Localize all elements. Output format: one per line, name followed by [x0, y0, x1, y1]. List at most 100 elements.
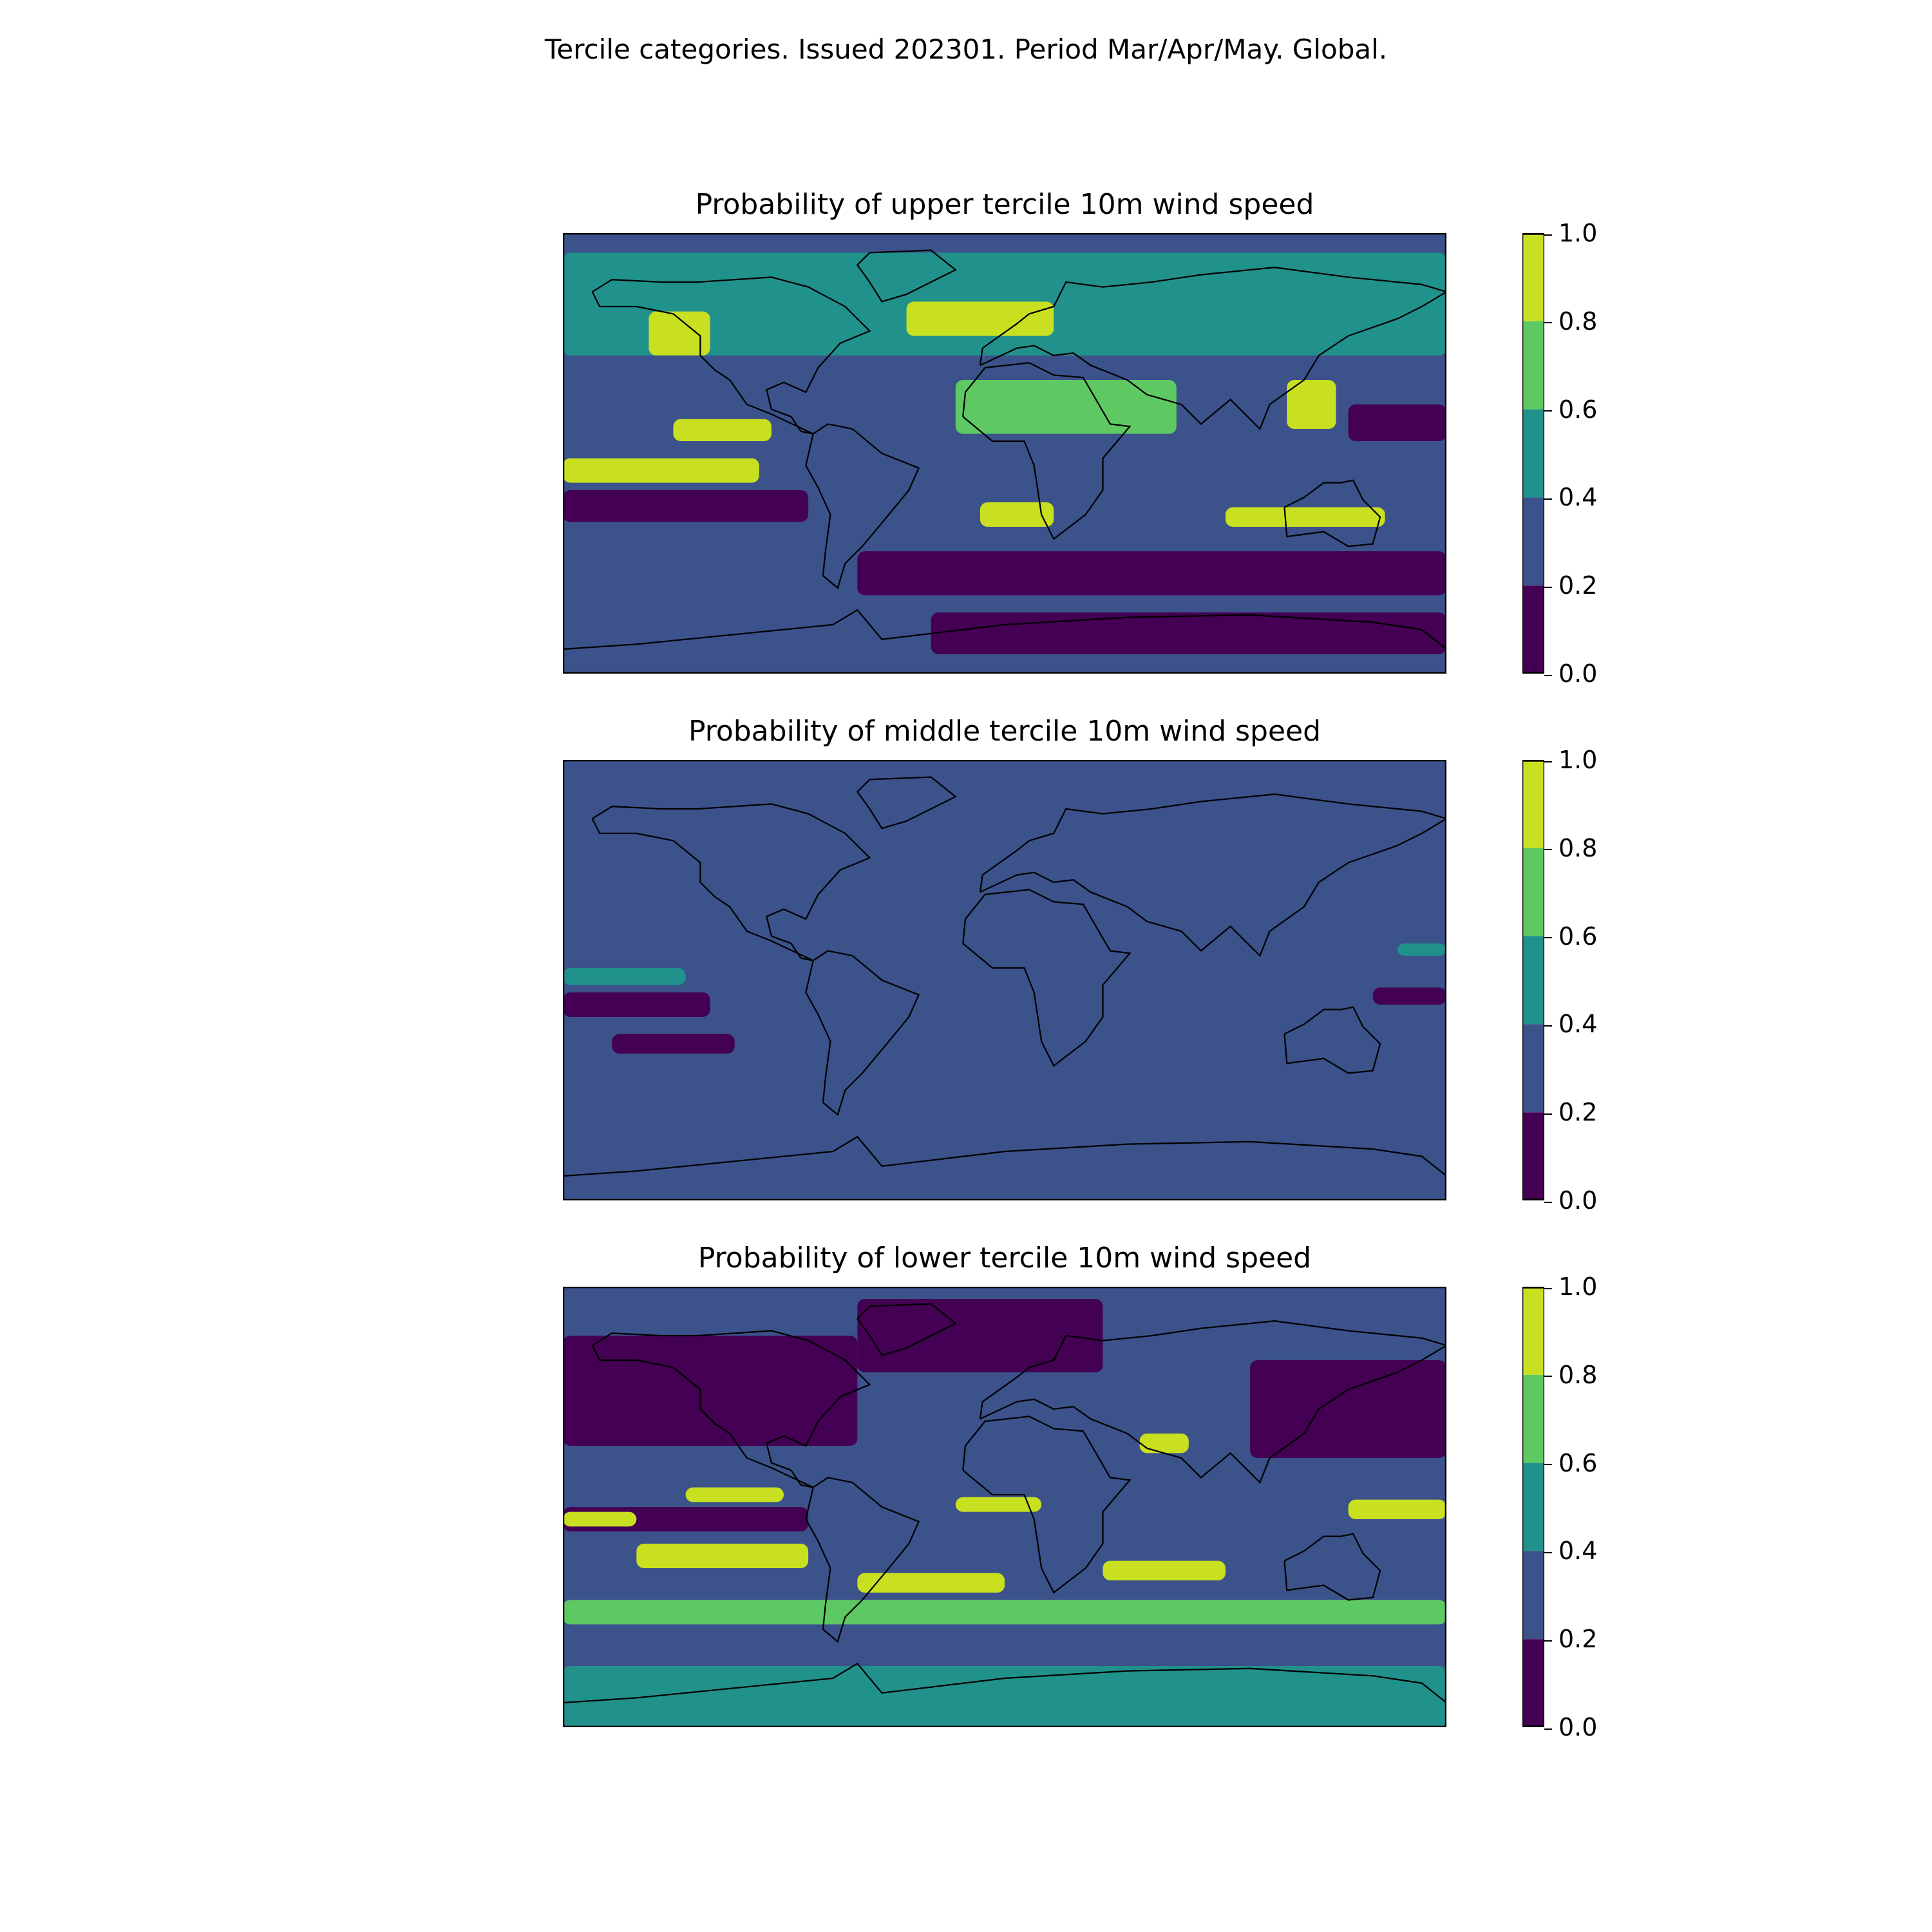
colorbar-band-4: [1522, 760, 1544, 848]
colorbar-tick-text: 0.8: [1558, 1360, 1598, 1389]
colorbar-tick-mark: [1544, 1551, 1552, 1553]
map-upper-tercile: [563, 233, 1446, 674]
probability-region-9: [563, 490, 809, 522]
probability-region-2: [906, 301, 1054, 336]
probability-region-1: [857, 1299, 1103, 1372]
map-middle-tercile: [563, 760, 1446, 1200]
colorbar-tick-mark: [1544, 1464, 1552, 1466]
colorbar-tick-label: 0.0: [1544, 661, 1597, 687]
coastline-0: [591, 803, 871, 961]
coastline-5: [856, 249, 957, 303]
colorbar-band-4: [1522, 1287, 1544, 1375]
colorbar-tick-text: 0.4: [1558, 483, 1598, 512]
colorbar-band-0: [1522, 1639, 1544, 1727]
coastline-6: [563, 609, 1446, 650]
coastline-0: [591, 276, 871, 435]
colorbar-tick-mark: [1544, 410, 1552, 412]
probability-region-4: [1397, 943, 1446, 956]
probability-region-12: [931, 612, 1446, 654]
probability-region-11: [1348, 404, 1446, 441]
colorbar-band-1: [1522, 1024, 1544, 1113]
probability-region-10: [857, 551, 1446, 596]
coastline-4: [1283, 1006, 1381, 1074]
colorbar-band-2: [1522, 1463, 1544, 1551]
colorbar-tick-label: 0.0: [1544, 1714, 1597, 1740]
colorbar-tick-label: 0.6: [1544, 923, 1597, 949]
colorbar-tick-text: 0.2: [1558, 1098, 1598, 1127]
probability-region-0: [563, 968, 686, 985]
colorbar-band-4: [1522, 233, 1544, 321]
coastline-4: [1283, 1533, 1381, 1601]
colorbar-tick-label: 0.2: [1544, 1099, 1597, 1125]
colorbar-band-2: [1522, 409, 1544, 498]
colorbar-tick-label: 0.8: [1544, 835, 1597, 861]
probability-region-5: [980, 502, 1054, 527]
colorbar-tick-label: 0.0: [1544, 1188, 1597, 1213]
panel-title-upper: Probability of upper tercile 10m wind sp…: [695, 188, 1314, 221]
colorbar-tick-text: 1.0: [1558, 1273, 1598, 1301]
colorbar-tick-text: 0.0: [1558, 1713, 1598, 1741]
probability-region-1: [563, 992, 710, 1017]
colorbar-tick-text: 0.2: [1558, 1625, 1598, 1654]
colorbar-tick-text: 0.8: [1558, 833, 1598, 862]
probability-region-3: [1372, 987, 1446, 1005]
colorbar-tick-mark: [1544, 849, 1552, 851]
colorbar-tick-text: 0.2: [1558, 571, 1598, 600]
colorbar-tick-label: 0.2: [1544, 573, 1597, 598]
probability-region-11: [1139, 1434, 1189, 1454]
colorbar-tick-label: 0.4: [1544, 1538, 1597, 1564]
colorbar-tick-label: 0.8: [1544, 308, 1597, 334]
colorbar-tick-mark: [1544, 498, 1552, 500]
map-frame: [563, 1287, 1446, 1727]
colorbar-frame: [1522, 1287, 1544, 1727]
colorbar-band-1: [1522, 497, 1544, 586]
colorbar-tick-mark: [1544, 1113, 1552, 1115]
colorbar-tick-text: 0.0: [1558, 659, 1598, 688]
colorbar-tick-label: 1.0: [1544, 220, 1597, 246]
colorbar-frame: [1522, 233, 1544, 674]
coastline-4: [1283, 479, 1381, 547]
colorbar-tick-label: 1.0: [1544, 1274, 1597, 1300]
probability-region-4: [685, 1487, 784, 1502]
colorbar-tick-mark: [1544, 937, 1552, 939]
probability-region-9: [857, 1573, 1005, 1593]
coastline-6: [563, 1662, 1446, 1704]
coastline-3: [979, 1320, 1446, 1484]
probability-region-3: [1250, 1360, 1446, 1458]
colorbar-tick-mark: [1544, 1287, 1552, 1289]
colorbar-tick-label: 0.6: [1544, 1450, 1597, 1476]
colorbar-tick-label: 0.4: [1544, 1011, 1597, 1037]
colorbar-tick-mark: [1544, 674, 1552, 676]
map-frame: [563, 760, 1446, 1200]
coastline-3: [979, 793, 1446, 958]
colorbar-band-2: [1522, 936, 1544, 1025]
colorbar-band-3: [1522, 1374, 1544, 1463]
probability-region-8: [636, 1544, 809, 1568]
colorbar-tick-label: 0.2: [1544, 1626, 1597, 1652]
coastline-5: [856, 1303, 957, 1356]
coastline-2: [962, 889, 1132, 1067]
colorbar-band-1: [1522, 1551, 1544, 1640]
colorbar-tick-mark: [1544, 1728, 1552, 1730]
colorbar-band-3: [1522, 848, 1544, 936]
colorbar-band-0: [1522, 585, 1544, 674]
probability-region-0: [563, 1336, 858, 1446]
panel-title-middle: Probability of middle tercile 10m wind s…: [688, 715, 1321, 748]
probability-region-10: [1103, 1560, 1226, 1580]
colorbar-tick-mark: [1544, 586, 1552, 588]
colorbar-upper: [1522, 233, 1544, 674]
colorbar-tick-text: 0.8: [1558, 307, 1598, 336]
colorbar-tick-label: 1.0: [1544, 747, 1597, 773]
colorbar-tick-text: 0.4: [1558, 1010, 1598, 1039]
probability-region-13: [563, 1666, 1446, 1727]
colorbar-middle: [1522, 760, 1544, 1200]
colorbar-tick-mark: [1544, 322, 1552, 324]
coastline-1: [805, 423, 920, 589]
colorbar-frame: [1522, 760, 1544, 1200]
probability-region-2: [612, 1034, 735, 1054]
probability-region-4: [563, 458, 759, 483]
colorbar-tick-text: 0.4: [1558, 1537, 1598, 1566]
probability-region-12: [563, 1600, 1446, 1625]
colorbar-tick-text: 0.0: [1558, 1186, 1598, 1215]
figure-title: Tercile categories. Issued 202301. Perio…: [544, 33, 1388, 65]
